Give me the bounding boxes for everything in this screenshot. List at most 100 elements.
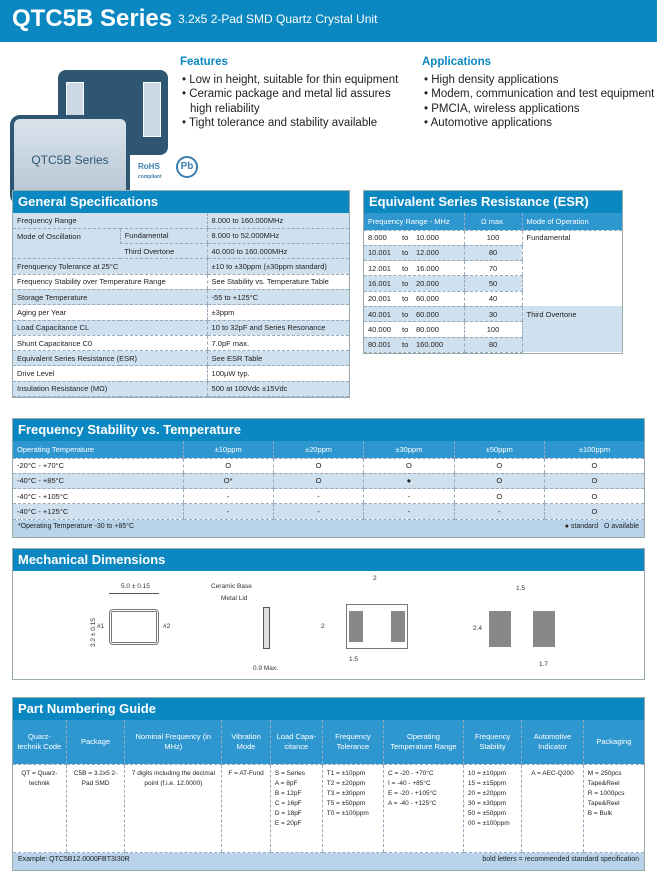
temperature-range: -40°C - +125°C [13, 503, 183, 520]
range-part: 160.000 [416, 340, 444, 350]
stability-header: Operating Temperature ±10ppm ±20ppm ±30ppm ±… [13, 441, 644, 459]
top-view-drawing [109, 609, 159, 645]
applications-item: Automotive applications [422, 116, 657, 131]
esr-row: 20.001 to 60.000 40 [364, 291, 622, 307]
spec-value: 40.000 to 160.000MHz [206, 243, 349, 260]
dim-land-height: 2.4 [473, 625, 483, 632]
column-header: Load Capa-citance [269, 720, 323, 765]
temperature-range: -20°C - +70°C [13, 458, 183, 474]
series-subtitle: 3.2x5 2-Pad SMD Quartz Crystal Unit [178, 12, 378, 26]
pn-option: E = 20pF [274, 819, 302, 827]
pn-cell: M = 250pcs Tape&Reel R = 1000pcs Tape&Ree… [582, 764, 644, 853]
column-header: Package [65, 720, 125, 765]
column-header: Automotive Indicator [521, 720, 584, 765]
availability-mark: O [272, 473, 364, 490]
pn-option: A = -40 - +125°C [388, 799, 437, 807]
range-part: to [402, 263, 409, 273]
rohs-logo: RoHS compliant [138, 162, 162, 180]
applications-title: Applications [422, 56, 492, 68]
esr-table: Equivalent Series Resistance (ESR) Frequ… [363, 190, 623, 354]
frequency-range: 10.001 to 12.000 [364, 245, 464, 262]
pn-option: 00 = ±100ppm [467, 819, 510, 827]
esr-row: 12.001 to 16.000 70 [364, 260, 622, 277]
frequency-range: 40.001 to 60.000 [364, 306, 464, 323]
ohm-max: 50 [463, 275, 522, 292]
mode-of-operation [521, 275, 622, 292]
pn-cell: QT = Quarz-technik [13, 764, 67, 853]
pn-cell: F = AT-Fund [221, 764, 271, 853]
lead-free-icon: Pb [176, 156, 198, 178]
spec-label: Mode of Oscillation [13, 228, 121, 260]
applications-item: PMCIA, wireless applications [422, 102, 657, 117]
series-title: QTC5B Series [12, 5, 173, 32]
mode-of-operation [521, 260, 622, 276]
pn-option: R = 1000pcs Tape&Reel [587, 789, 625, 807]
ohm-max: 100 [463, 230, 522, 246]
example: Example: QTC5B12.0000FBT3I30R [18, 855, 130, 863]
column-header: Frequency Tolerance [321, 720, 384, 765]
spec-value: See ESR Table [206, 350, 349, 367]
spec-row: Equivalent Series Resistance (ESR) See ES… [13, 350, 349, 367]
spec-row: Load Capacitance CL 10 to 32pF and Series… [13, 320, 349, 336]
pn-option: I = -40 - +85°C [388, 779, 431, 787]
land-pattern-pad [533, 611, 555, 647]
spec-row: Drive Level 100µW typ. [13, 365, 349, 382]
column-header: ±20ppm [272, 441, 364, 459]
mechanical-drawings: 5.0 ± 0.15 3.2 ± 0.15 #1 #2 Ceramic Base… [13, 571, 644, 679]
pn-option: A = 8pF [274, 779, 298, 787]
dim-pad-gap: 2 [373, 575, 377, 582]
range-part: 16.000 [416, 263, 439, 273]
dim-thickness: 0.9 Max. [253, 665, 278, 672]
stability-row: -20°C - +70°C O O O O O [13, 458, 644, 474]
spec-sublabel: Third Overtone [120, 243, 208, 260]
availability-mark: - [182, 488, 274, 505]
mechanical-dimensions: Mechanical Dimensions 5.0 ± 0.15 3.2 ± 0… [12, 548, 645, 680]
spec-sublabel: Fundamental [119, 228, 208, 245]
features-title: Features [180, 56, 228, 68]
column-header: ±10ppm [182, 441, 274, 459]
range-part: to [402, 324, 409, 334]
spec-value: 10 to 32pF and Series Resonance [206, 320, 349, 336]
frequency-range: 8.000 to 10.000 [364, 230, 464, 246]
spec-row: Storage Temperature -55 to +125°C [13, 289, 349, 306]
range-part: 40.000 [368, 324, 391, 334]
range-part: 12.000 [416, 248, 439, 258]
range-part: to [402, 340, 409, 350]
spec-row: Shunt Capacitance C0 7.0pF max. [13, 335, 349, 352]
range-part: 60.000 [416, 309, 439, 319]
pn-option: M = 250pcs Tape&Reel [587, 769, 622, 787]
features-item: Low in height, suitable for thin equipme… [180, 73, 415, 88]
range-part: 10.000 [416, 233, 439, 243]
column-header: Vibration Mode [221, 720, 271, 765]
mode-of-operation [521, 321, 622, 338]
frequency-range: 16.001 to 20.000 [364, 275, 464, 292]
esr-row: 80.001 to 160.000 80 [364, 337, 622, 353]
general-specifications: General Specifications Frequency Range 8.… [12, 190, 350, 399]
pn-cell: S = Series A = 8pF B = 12pF C = 16pF D = 18p… [269, 764, 323, 853]
ohm-max: 30 [463, 306, 522, 323]
pn-option: E = -20 - +105°C [388, 789, 437, 797]
stability-footer: *Operating Temperature -30 to +85°C ● st… [13, 519, 644, 537]
ohm-max: 80 [463, 245, 522, 262]
pn-option: S = Series [274, 769, 306, 777]
availability-mark: - [453, 503, 545, 520]
stability-table: Frequency Stability vs. Temperature Oper… [12, 418, 645, 538]
column-header: Operating Temperature [13, 441, 183, 459]
spec-label: Load Capacitance CL [13, 320, 208, 336]
spec-value: ±3ppm [206, 304, 349, 321]
esr-row: 10.001 to 12.000 80 [364, 245, 622, 262]
pn-option: A = AEC-Q200 [531, 769, 574, 777]
range-part: 80.000 [416, 324, 439, 334]
pn-option: 30 = ±30ppm [467, 799, 507, 807]
range-part: to [402, 294, 409, 304]
column-header: Ω max. [463, 213, 522, 231]
ohm-max: 80 [463, 337, 522, 353]
dim-height: 3.2 ± 0.15 [89, 618, 97, 647]
range-part: 16.001 [368, 279, 391, 289]
pn-option: T5 = ±50ppm [326, 799, 366, 807]
pn-cell: C5B = 3.2x5 2-Pad SMD [65, 764, 125, 853]
pn-cell: C = -20 - +70°C I = -40 - +85°C E = -20 - … [383, 764, 464, 853]
pn-option: C = -20 - +70°C [388, 769, 434, 777]
availability-mark: O [543, 488, 644, 505]
footnote: *Operating Temperature -30 to +85°C [18, 522, 135, 530]
